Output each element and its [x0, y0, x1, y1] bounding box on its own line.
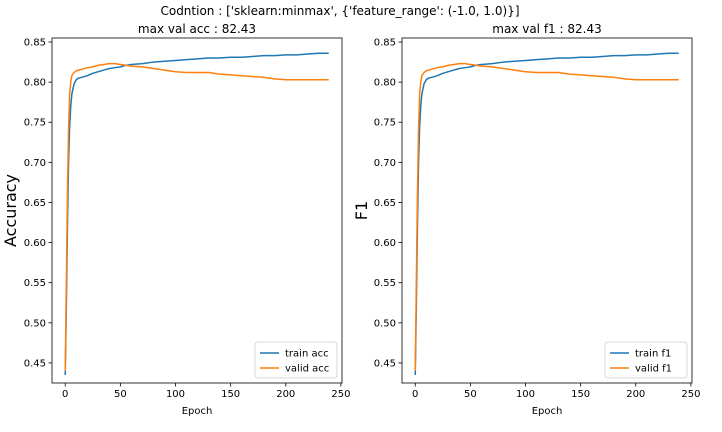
x-tick-label: 50: [114, 389, 127, 400]
y-tick-label: 0.55: [374, 278, 396, 289]
y-tick-label: 0.70: [24, 158, 46, 169]
x-tick-label: 100: [516, 389, 535, 400]
y-tick-label: 0.85: [24, 38, 46, 49]
y-tick-label: 0.80: [374, 78, 396, 89]
y-tick-label: 0.55: [24, 278, 46, 289]
legend-label: valid acc: [285, 364, 329, 375]
plot-frame: [51, 37, 343, 384]
y-tick-label: 0.50: [374, 318, 396, 329]
y-tick-label: 0.65: [24, 198, 46, 209]
chart-panel-accuracy: max val acc : 82.43 0 50 100 150 200 250 0.45 0.…: [1, 22, 350, 417]
legend-label: train acc: [285, 349, 329, 360]
x-tick-label: 250: [331, 389, 350, 400]
legend-label: valid f1: [635, 364, 672, 375]
x-tick-label: 50: [464, 389, 477, 400]
y-tick-label: 0.65: [374, 198, 396, 209]
x-tick-label: 100: [166, 389, 185, 400]
y-tick-label: 0.75: [24, 118, 46, 129]
chart-panel-f1: max val f1 : 82.43 0 50 100 150 200 250 0.45 0.5…: [352, 22, 700, 417]
x-axis-label: Epoch: [532, 406, 563, 417]
y-tick-label: 0.85: [374, 38, 396, 49]
legend: train acc valid acc: [254, 341, 338, 379]
series-line-train-f1: [414, 52, 679, 375]
series-line-valid-f1: [414, 62, 679, 371]
legend: train f1 valid f1: [604, 341, 688, 379]
y-tick-label: 0.50: [24, 318, 46, 329]
y-tick-label: 0.45: [374, 358, 396, 369]
x-tick-label: 200: [626, 389, 645, 400]
chart-title: max val f1 : 82.43: [492, 22, 601, 36]
legend-label: train f1: [635, 349, 671, 360]
legend-box: [604, 341, 688, 379]
y-tick-label: 0.80: [24, 78, 46, 89]
y-tick-label: 0.45: [24, 358, 46, 369]
y-tick-label: 0.60: [374, 238, 396, 249]
y-tick-label: 0.60: [24, 238, 46, 249]
x-tick-label: 150: [221, 389, 240, 400]
y-tick-label: 0.70: [374, 158, 396, 169]
x-tick-label: 250: [681, 389, 700, 400]
x-axis-label: Epoch: [182, 406, 213, 417]
x-tick-label: 0: [62, 389, 68, 400]
series-line-valid-acc: [64, 62, 329, 371]
y-axis-label: F1: [352, 201, 371, 220]
plot-frame: [401, 37, 693, 384]
x-tick-label: 0: [412, 389, 418, 400]
x-tick-label: 150: [571, 389, 590, 400]
chart-title: max val acc : 82.43: [138, 22, 256, 36]
figure-suptitle: Codntion : ['sklearn:minmax', {'feature_…: [160, 4, 519, 18]
legend-box: [254, 341, 338, 379]
x-tick-label: 200: [276, 389, 295, 400]
y-axis-label: Accuracy: [1, 174, 20, 247]
series-line-train-acc: [64, 52, 329, 375]
y-tick-label: 0.75: [374, 118, 396, 129]
